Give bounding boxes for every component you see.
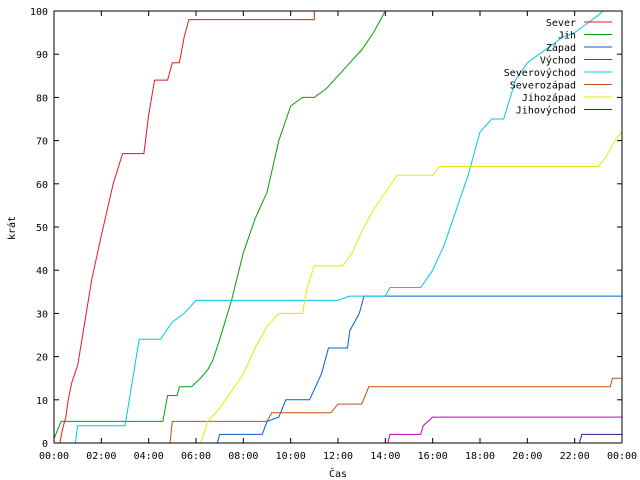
x-tick-label: 06:00 (181, 451, 211, 462)
plot-frame (53, 10, 623, 444)
y-tick-label: 80 (36, 93, 48, 104)
legend-label: Sever (546, 18, 576, 29)
y-axis-label: krát (6, 216, 18, 240)
x-axis-label: Čas (329, 467, 347, 480)
legend-label: Západ (546, 42, 576, 54)
series-line-jihovýchod (578, 433, 622, 444)
x-tick-label: 08:00 (228, 451, 258, 462)
legend-label: Severozápad (510, 80, 576, 92)
x-tick-label: 20:00 (512, 451, 542, 462)
x-tick-label: 12:00 (323, 451, 353, 462)
y-tick-label: 10 (36, 396, 48, 407)
legend-label: Jihovýchod (516, 105, 576, 117)
y-tick-label: 20 (36, 353, 48, 364)
x-tick-label: 14:00 (370, 451, 400, 462)
x-tick-label: 04:00 (134, 451, 164, 462)
x-tick-label: 02:00 (86, 451, 116, 462)
y-tick-label: 100 (30, 7, 48, 18)
series-line-západ (216, 295, 622, 444)
series-line-severovýchod (74, 10, 604, 444)
y-tick-label: 90 (36, 50, 48, 61)
y-tick-label: 40 (36, 266, 48, 277)
x-axis-ticks: 00:00 02:00 04:00 06:00 08:00 10:00 12:00 14:00… (39, 11, 637, 462)
legend-label: Východ (540, 55, 576, 67)
series-line-východ (387, 416, 622, 444)
y-tick-label: 30 (36, 309, 48, 320)
x-tick-label: 22:00 (560, 451, 590, 462)
y-tick-label: 60 (36, 180, 48, 191)
series-line-severozápad (169, 377, 622, 444)
y-tick-label: 50 (36, 223, 48, 234)
x-tick-label: 10:00 (276, 451, 306, 462)
series-line-sever (59, 11, 315, 444)
legend: Sever JihZápadVýchodSeverovýchodSeverozáp… (504, 18, 612, 117)
y-tick-label: 70 (36, 137, 48, 148)
legend-label: Jihozápad (522, 92, 576, 104)
x-tick-label: 00:00 (39, 451, 69, 462)
x-tick-label: 18:00 (465, 451, 495, 462)
x-tick-label: 16:00 (418, 451, 448, 462)
series-lines (53, 10, 623, 444)
y-tick-label: 0 (42, 439, 48, 450)
legend-label: Severovýchod (504, 67, 576, 79)
legend-label: Jih (558, 31, 576, 42)
series-line-jihozápad (200, 131, 623, 444)
x-tick-label: 00:00 (607, 451, 637, 462)
y-axis-ticks: 0 10 20 30 40 50 60 70 80 90 100 (30, 7, 622, 450)
series-line-jih (53, 10, 386, 439)
